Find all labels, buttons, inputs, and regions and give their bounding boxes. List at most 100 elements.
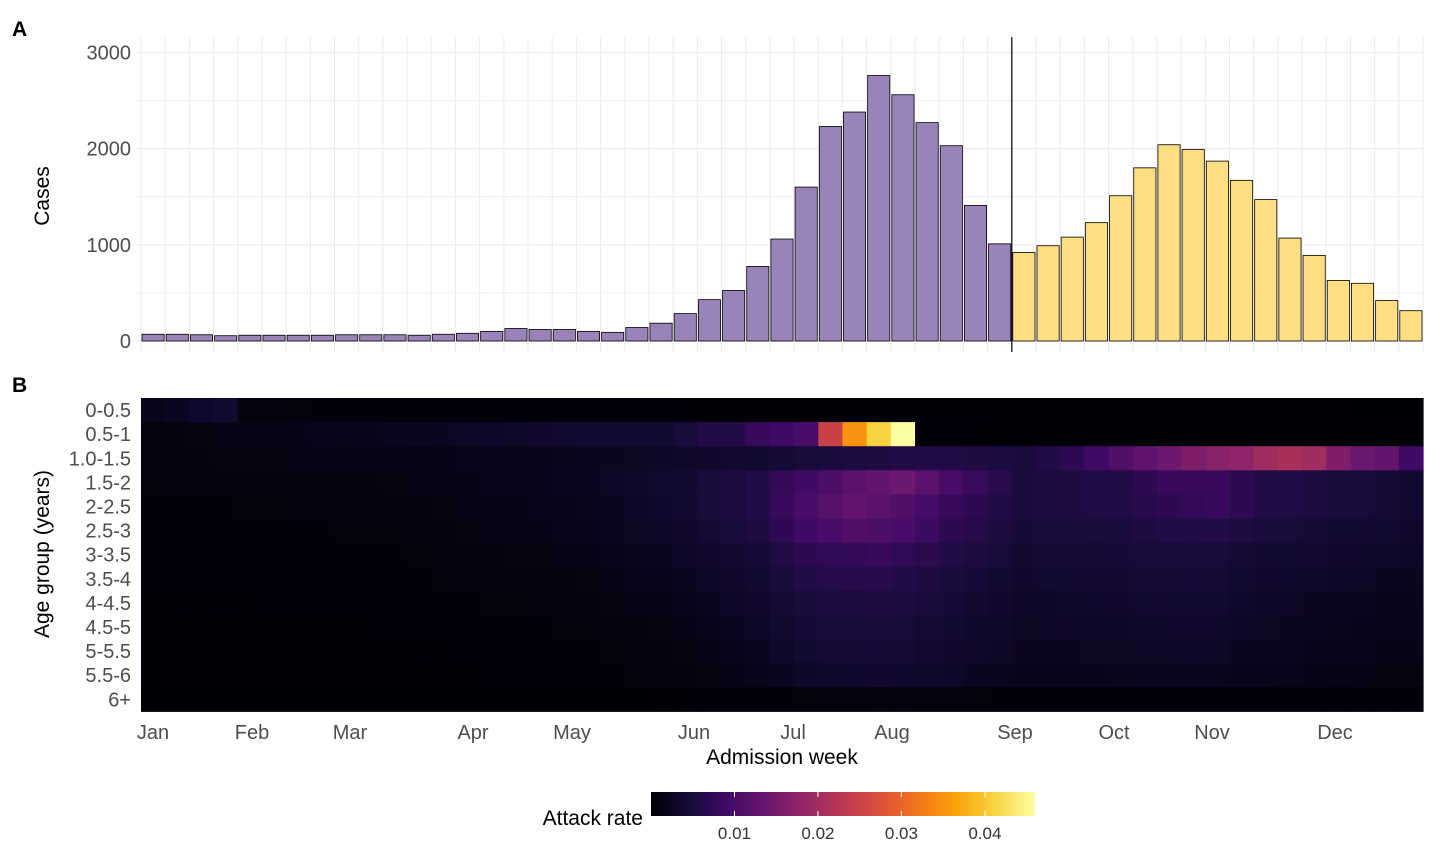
heat-cell [842,639,868,664]
heat-cell [794,494,819,520]
heat-cell [431,639,457,664]
heat-cell [431,614,457,640]
heat-cell [1374,446,1400,471]
heat-cell [673,639,698,664]
heat-cell [382,422,408,447]
bar-week-33 [915,122,939,342]
heat-cell [358,566,384,592]
heat-cell [213,494,239,520]
heat-cell [576,614,602,640]
heat-cell [1302,687,1327,712]
heat-cell [721,542,747,568]
heat-cell [141,494,166,520]
heat-cell [1011,542,1037,568]
heat-cell [552,639,577,664]
heat-cell [286,494,311,520]
heat-cell [213,422,239,447]
heat-cell [479,566,505,592]
heat-cell [310,663,336,688]
heat-cell [1132,687,1158,712]
heat-cell [745,494,771,520]
heat-cell [769,566,795,592]
heat-cell [890,518,916,544]
heat-cell [1253,518,1279,544]
heat-cell [141,590,166,616]
heat-cell [1035,614,1061,640]
heat-cell [866,446,892,471]
heat-cell [915,663,940,688]
heat-cell [213,663,239,688]
heat-cell [528,614,553,640]
y-tick-label: 2000 [87,139,132,161]
heat-cell [1350,422,1376,447]
heat-cell [358,687,384,712]
heat-cell [1156,494,1182,520]
heat-cell [286,446,311,471]
heat-cell [431,542,457,568]
heat-cell [939,687,965,712]
heat-cell [503,518,529,544]
heat-cell [769,590,795,616]
heat-cell [1156,639,1182,664]
legend-tick-label: 0.04 [968,824,1001,843]
heat-cell [624,639,650,664]
legend-tick-label: 0.02 [801,824,834,843]
heat-cell [624,446,650,471]
x-tick-label: Jun [678,722,710,744]
heat-cell [963,639,989,664]
bar-week-40 [1084,222,1108,342]
heat-cell [286,566,311,592]
row-label: 0.5-1 [85,424,131,446]
heat-cell [697,590,723,616]
heat-cell [141,518,166,544]
heat-cell [334,687,360,712]
heat-cell [890,590,916,616]
bar-week-13 [431,333,455,342]
heat-cell [528,470,553,495]
heat-cell [648,614,674,640]
heat-cell [1132,398,1158,423]
heat-cell [600,687,626,712]
heat-cell [1277,398,1303,423]
panel-a-y-axis-label: Cases [31,166,54,226]
heat-cell [213,566,239,592]
heat-cell [648,663,674,688]
heat-cell [552,687,577,712]
heat-cell [1205,590,1231,616]
heat-cell [915,398,940,423]
heat-cell [721,446,747,471]
heat-cell [1277,566,1303,592]
heat-cell [237,614,263,640]
heat-cell [334,566,360,592]
heat-cell [1253,398,1279,423]
bar-week-2 [165,333,189,342]
heat-cell [503,566,529,592]
heat-cell [890,663,916,688]
heat-cell [237,639,263,664]
heat-cell [1277,422,1303,447]
heat-cell [479,614,505,640]
heat-cell [213,398,239,423]
heat-cell [1277,494,1303,520]
heat-cell [1035,518,1061,544]
heat-cell [576,639,602,664]
heat-cell [1132,590,1158,616]
heat-cell [1132,470,1158,495]
heat-cell [866,566,892,592]
heat-cell [866,470,892,495]
heat-cell [1084,518,1110,544]
heat-cell [697,566,723,592]
heat-cell [1205,663,1231,688]
heat-cell [576,542,602,568]
heat-cell [915,614,940,640]
heat-cell [769,494,795,520]
heat-cell [237,470,263,495]
row-label: 2-2.5 [85,496,131,518]
bar-week-26 [746,266,770,342]
row-label: 5.5-6 [85,665,131,687]
heat-cell [552,422,577,447]
heat-cell [358,542,384,568]
heat-cell [237,590,263,616]
heat-cell [673,590,698,616]
heat-cell [648,470,674,495]
